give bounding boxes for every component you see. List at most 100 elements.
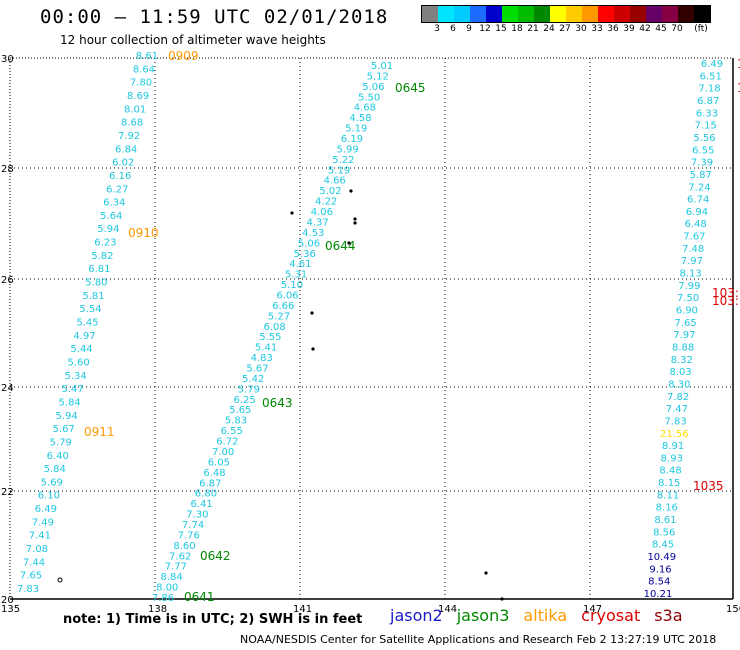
jason3-value: 6.06 [276,290,298,301]
colorbar-swatch [534,6,550,22]
cryosat-value: 7.47 [666,404,688,415]
jason3-value: 5.65 [229,405,251,416]
altika-value: 6.81 [88,264,110,275]
lon-tick-label: 141 [293,604,312,615]
altika-value: 5.81 [82,291,104,302]
cryosat-value: 21.56 [660,429,689,440]
jason3-value: 5.31 [285,270,307,281]
cryosat-value: 8.30 [668,379,690,390]
jason3-value: 6.80 [195,489,217,500]
cryosat-value: 10.21 [644,589,673,600]
legend-item-altika: altika [523,606,568,625]
lon-tick-label: 147 [583,604,602,615]
altika-value: 5.64 [100,211,122,222]
colorbar-swatch [470,6,486,22]
jason3-value: 8.00 [156,583,178,594]
jason3-value: 5.06 [298,238,320,249]
jason3-value: 4.22 [315,197,337,208]
cryosat-value: 8.11 [657,490,679,501]
lon-tick-label: 144 [438,604,457,615]
colorbar-label: 30 [575,24,587,34]
colorbar-swatch [614,6,630,22]
colorbar-label: 39 [623,24,635,34]
track-time-label: 1 [737,81,740,95]
cryosat-value: 7.18 [698,84,720,95]
colorbar-swatch [630,6,646,22]
colorbar-swatch [694,6,710,22]
lon-tick-label: 150 [726,604,740,615]
colorbar-swatch [678,6,694,22]
altika-value: 7.41 [29,531,51,542]
altika-value: 6.84 [115,144,137,155]
altika-value: 7.80 [130,78,152,89]
island-dot [349,189,353,193]
altika-value: 6.23 [94,238,116,249]
altika-value: 5.84 [44,464,66,475]
jason3-value: 4.06 [311,207,333,218]
cryosat-value: 8.32 [671,355,693,366]
cryosat-value: 10.49 [647,552,676,563]
cryosat-value: 8.15 [658,478,680,489]
jason3-value: 5.02 [319,186,341,197]
altika-value: 6.34 [103,198,125,209]
cryosat-value: 7.65 [674,318,696,329]
jason3-value: 7.86 [152,593,174,604]
lat-tick-label: 24 [1,383,14,394]
island-dot [347,241,351,245]
colorbar-swatch [486,6,502,22]
altika-value: 5.94 [56,411,78,422]
cryosat-value: 5.56 [693,133,715,144]
cryosat-value: 7.82 [667,392,689,403]
cryosat-value: 8.61 [654,515,676,526]
jason3-value: 7.30 [186,510,208,521]
cryosat-value: 7.39 [691,158,713,169]
altika-value: 8.61 [136,51,158,62]
colorbar-label: 18 [511,24,523,34]
cryosat-value: 5.87 [690,170,712,181]
colorbar-label: 33 [591,24,603,34]
colorbar-label: 21 [527,24,539,34]
colorbar-swatch [454,6,470,22]
colorbar-swatch [422,6,438,22]
legend-item-jason2: jason2 [390,606,443,625]
colorbar-label: 9 [466,24,472,34]
colorbar-swatch [582,6,598,22]
jason3-value: 5.41 [255,343,277,354]
jason3-value: 5.67 [246,364,268,375]
track-time-label: 0910 [128,226,159,240]
jason3-value: 6.25 [233,395,255,406]
jason3-value: 5.79 [238,384,260,395]
colorbar-label: 6 [450,24,456,34]
colorbar-swatch [438,6,454,22]
colorbar-swatch [502,6,518,22]
jason3-value: 6.66 [272,301,294,312]
jason3-value: 6.41 [191,499,213,510]
cryosat-value: 6.49 [701,59,723,70]
lat-tick-label: 20 [1,595,14,606]
colorbar-label: 15 [495,24,507,34]
colorbar-label: 36 [607,24,619,34]
island-dot [484,571,488,575]
altika-value: 8.68 [121,118,143,129]
altika-value: 5.80 [85,278,107,289]
colorbar-label: 3 [434,24,440,34]
cryosat-value: 8.88 [672,342,694,353]
colorbar-swatch [646,6,662,22]
colorbar-label: 12 [479,24,491,34]
jason3-value: 5.12 [367,71,389,82]
track-time-label: 0909 [168,49,199,63]
cryosat-value: 6.55 [692,145,714,156]
legend-item-s3a: s3a [654,606,683,625]
altika-value: 5.44 [70,344,92,355]
track-time-label: 103: [712,294,739,308]
colorbar-swatch [518,6,534,22]
cryosat-value: 8.93 [661,453,683,464]
footer-note: note: 1) Time is in UTC; 2) SWH is in fe… [63,612,363,627]
satellite-tracks: 8.61 8.64 7.80 8.69 8.01 8.68 7.92 6.84 6.02 6.16… [17,51,723,604]
jason3-value: 4.66 [324,176,346,187]
cryosat-value: 7.97 [681,256,703,267]
page-title: 00:00 — 11:59 UTC 02/01/2018 [40,6,389,28]
jason3-value: 7.77 [165,562,187,573]
jason3-value: 6.87 [199,478,221,489]
